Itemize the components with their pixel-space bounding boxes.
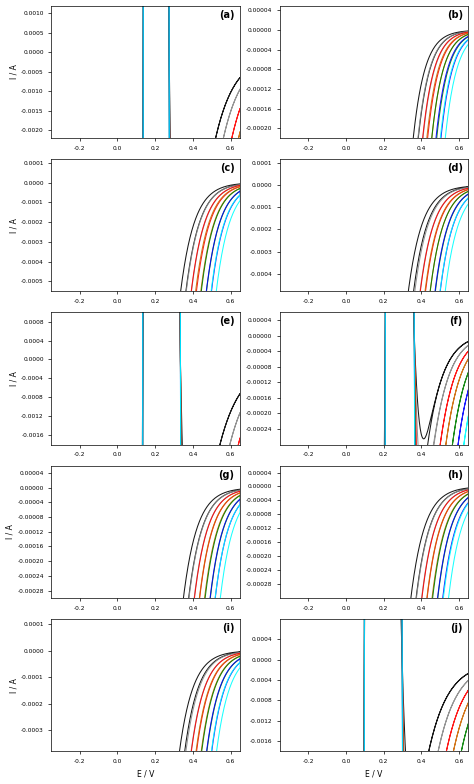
Y-axis label: I / A: I / A [9,64,18,79]
Text: (d): (d) [447,163,463,172]
Y-axis label: I / A: I / A [9,677,18,692]
Text: (i): (i) [222,622,235,633]
Text: (a): (a) [219,9,235,20]
Text: (j): (j) [450,622,463,633]
X-axis label: E / V: E / V [137,769,155,779]
Text: (g): (g) [219,470,235,480]
Text: (c): (c) [220,163,235,172]
Y-axis label: I / A: I / A [6,524,15,539]
Y-axis label: I / A: I / A [9,371,18,386]
Text: (h): (h) [447,470,463,480]
Y-axis label: I / A: I / A [9,218,18,233]
Text: (b): (b) [447,9,463,20]
X-axis label: E / V: E / V [365,769,383,779]
Text: (f): (f) [449,316,463,326]
Text: (e): (e) [219,316,235,326]
